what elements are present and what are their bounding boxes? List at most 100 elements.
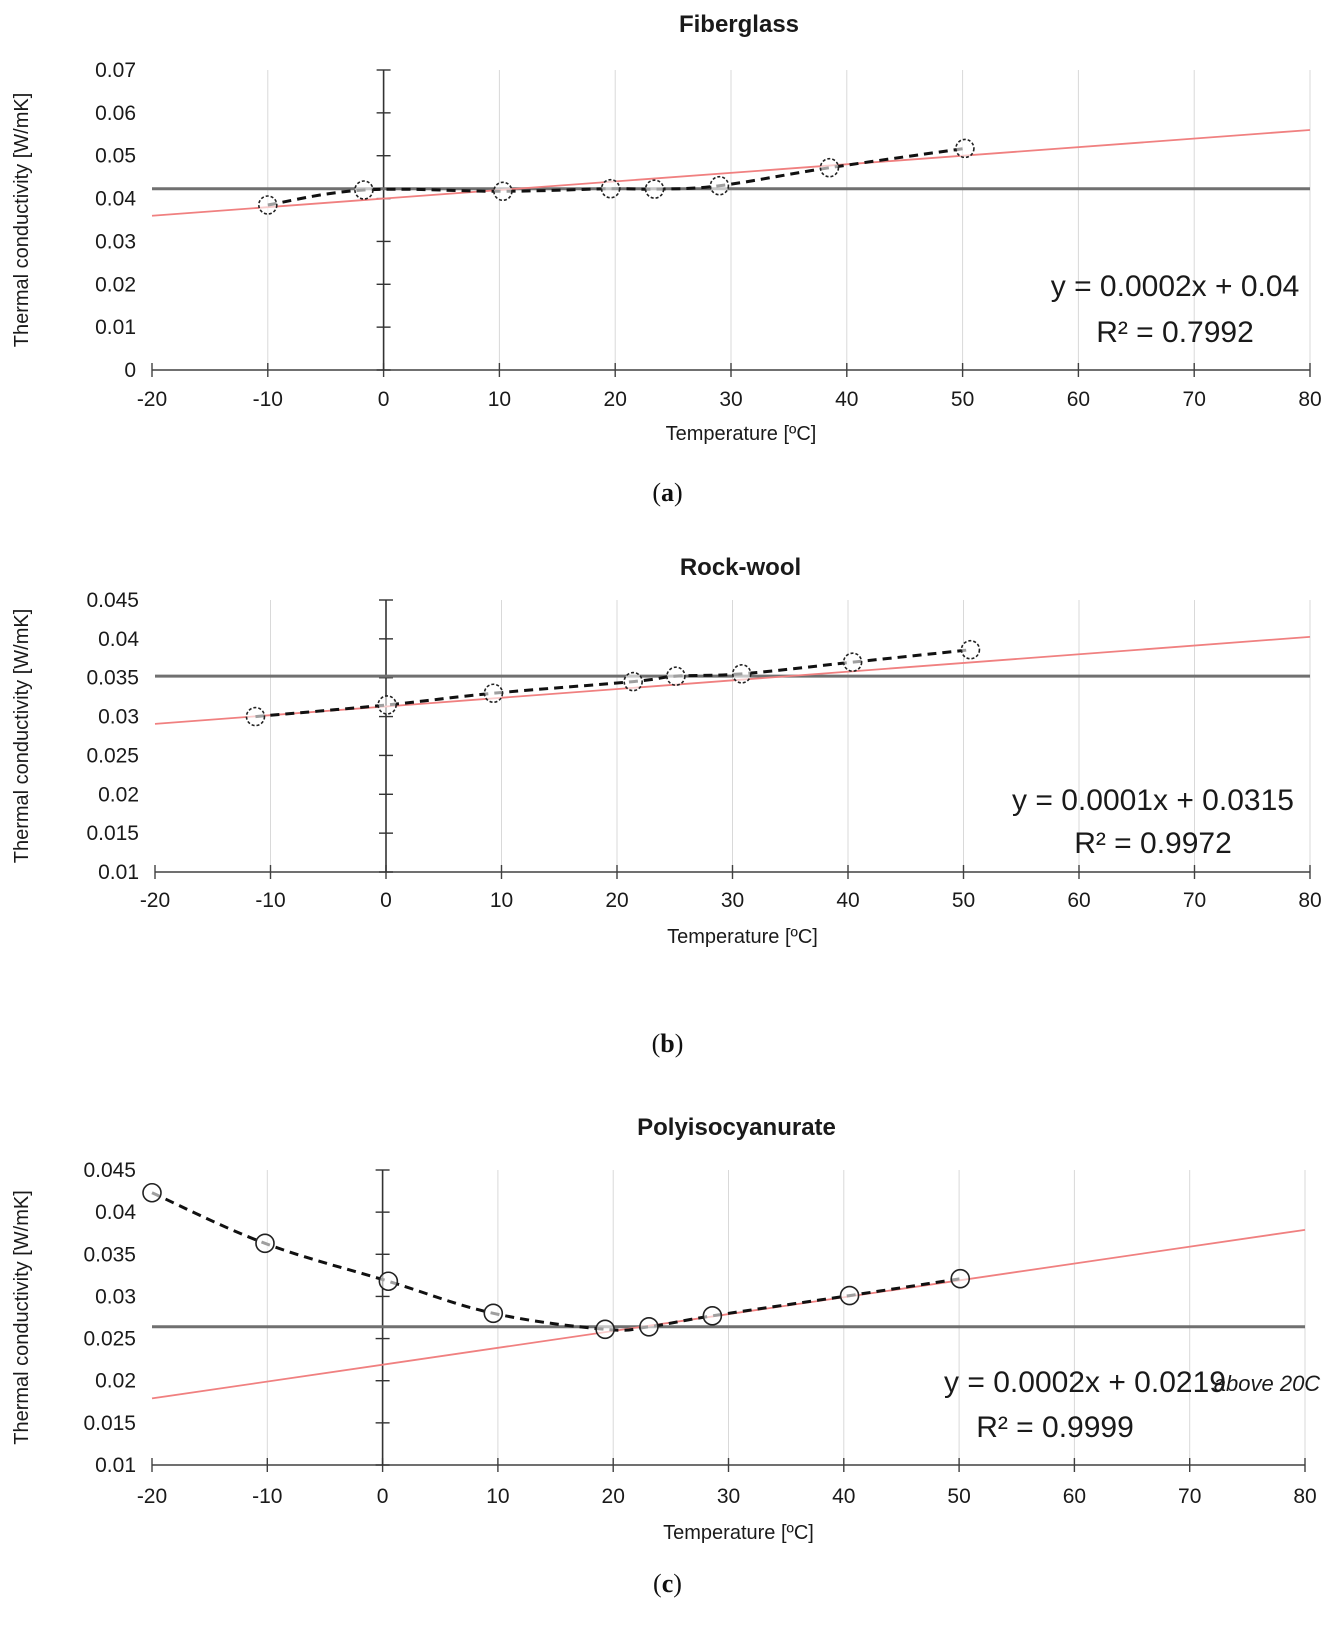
data-point — [493, 181, 513, 202]
data-point — [354, 180, 374, 200]
data-point — [142, 1182, 162, 1203]
y-tick-label: 0.045 — [86, 589, 139, 612]
x-tick-label: 80 — [1298, 388, 1321, 411]
caption-letter: c — [661, 1569, 674, 1598]
x-tick-label: -10 — [253, 388, 283, 411]
x-tick-label: 70 — [1183, 388, 1206, 411]
chart-title: Fiberglass — [679, 11, 799, 38]
x-tick-label: 0 — [380, 889, 392, 912]
caption-b: (b) — [651, 1029, 684, 1058]
x-tick-label: 80 — [1298, 889, 1321, 912]
x-tick-label: 60 — [1067, 889, 1090, 912]
y-tick-label: 0.01 — [95, 1454, 136, 1477]
trendline-equation: y = 0.0002x + 0.0219 — [944, 1366, 1226, 1399]
y-tick-label: 0.01 — [95, 316, 136, 339]
data-point — [483, 1303, 504, 1324]
y-tick-label: 0.035 — [83, 1243, 136, 1266]
data-point — [950, 1268, 971, 1289]
x-tick-label: 70 — [1183, 889, 1206, 912]
data-point — [257, 195, 278, 215]
x-tick-label: 50 — [951, 388, 974, 411]
chart-title: Polyisocyanurate — [637, 1114, 836, 1141]
y-tick-label: 0.03 — [95, 1285, 136, 1308]
caption-letter: a — [661, 478, 674, 507]
data-point — [709, 175, 730, 196]
y-tick-label: 0.03 — [98, 706, 139, 729]
panel-rock-wool: Rock-wool -20 -10 0 10 20 30 40 50 60 70 80 0.01 0.01… — [0, 555, 1335, 1065]
caption-a: (a) — [652, 478, 683, 507]
y-tick-label: 0.045 — [83, 1159, 136, 1182]
data-point — [483, 683, 504, 704]
y-tick-label: 0.025 — [83, 1328, 136, 1351]
x-tick-label: 40 — [835, 388, 858, 411]
caption-c: (c) — [653, 1569, 682, 1598]
x-tick-label: -10 — [255, 889, 285, 912]
trendline-equation: y = 0.0002x + 0.04 — [1051, 270, 1300, 303]
data-point — [639, 1316, 659, 1337]
y-tick-label: 0.03 — [95, 230, 136, 253]
x-tick-label: -20 — [140, 889, 170, 912]
y-tick-label: 0.01 — [98, 861, 139, 884]
trendline-equation-note: above 20C — [1214, 1371, 1321, 1396]
x-tick-label: 10 — [490, 889, 513, 912]
chart-rock-wool: Rock-wool -20 -10 0 10 20 30 40 50 60 70 80 0.01 0.01… — [11, 555, 1322, 948]
y-tick-label: 0.04 — [98, 628, 139, 651]
x-axis-label: Temperature [ºC] — [663, 1522, 814, 1544]
data-point — [702, 1306, 723, 1326]
data-point — [245, 706, 266, 727]
x-tick-label: 60 — [1063, 1485, 1086, 1508]
x-tick-label: 20 — [605, 889, 628, 912]
y-tick-label: 0.05 — [95, 145, 136, 168]
y-tick-label: 0 — [124, 359, 136, 382]
data-point — [666, 666, 686, 686]
y-tick-label: 0.07 — [95, 59, 136, 82]
data-point — [644, 179, 665, 199]
y-tick-label: 0.015 — [83, 1412, 136, 1435]
y-tick-label: 0.06 — [95, 102, 136, 125]
trendline — [151, 129, 1311, 217]
x-tick-label: 10 — [488, 388, 511, 411]
y-tick-label: 0.02 — [98, 783, 139, 806]
y-axis-label: Thermal conductivity [W/mK] — [11, 93, 33, 348]
x-tick-label: 40 — [832, 1485, 855, 1508]
y-tick-label: 0.04 — [95, 1201, 136, 1224]
data-point — [819, 157, 840, 178]
chart-fiberglass: Fiberglass -20 -10 0 10 20 30 40 50 60 70 80 0 0.01 0.… — [11, 11, 1322, 445]
x-tick-label: -20 — [137, 1485, 167, 1508]
r-squared: R² = 0.9972 — [1074, 827, 1232, 860]
x-tick-label: 70 — [1178, 1485, 1201, 1508]
x-axis-label: Temperature [ºC] — [667, 926, 818, 948]
data-point — [842, 652, 863, 672]
data-point — [955, 138, 975, 159]
chart-title: Rock-wool — [680, 555, 801, 581]
y-tick-label: 0.015 — [86, 822, 139, 845]
x-tick-label: 40 — [836, 889, 859, 912]
chart-polyisocyanurate: Polyisocyanurate -20 -10 0 10 20 30 40 50 60 70 80 0… — [11, 1114, 1321, 1544]
data-series-line — [255, 648, 971, 719]
x-tick-label: -10 — [252, 1485, 282, 1508]
x-tick-label: 30 — [717, 1485, 740, 1508]
x-tick-label: 20 — [602, 1485, 625, 1508]
x-tick-label: 60 — [1067, 388, 1090, 411]
y-tick-label: 0.025 — [86, 744, 139, 767]
y-tick-label: 0.02 — [95, 273, 136, 296]
y-tick-label: 0.04 — [95, 188, 136, 211]
data-series-line — [151, 1191, 961, 1332]
r-squared: R² = 0.9999 — [976, 1411, 1134, 1444]
x-axis-label: Temperature [ºC] — [666, 423, 817, 445]
data-point — [377, 695, 397, 715]
x-tick-label: 30 — [719, 388, 742, 411]
x-tick-label: 0 — [378, 388, 390, 411]
x-tick-label: 50 — [947, 1485, 970, 1508]
x-tick-label: 50 — [952, 889, 975, 912]
data-point — [255, 1233, 275, 1254]
caption-letter: b — [660, 1029, 675, 1058]
x-tick-label: 20 — [604, 388, 627, 411]
trendline-equation: y = 0.0001x + 0.0315 — [1012, 784, 1294, 817]
x-tick-label: 30 — [721, 889, 744, 912]
data-point — [595, 1319, 615, 1340]
y-axis-label: Thermal conductivity [W/mK] — [11, 1190, 33, 1445]
data-series-line — [267, 146, 966, 207]
x-tick-label: 10 — [486, 1485, 509, 1508]
